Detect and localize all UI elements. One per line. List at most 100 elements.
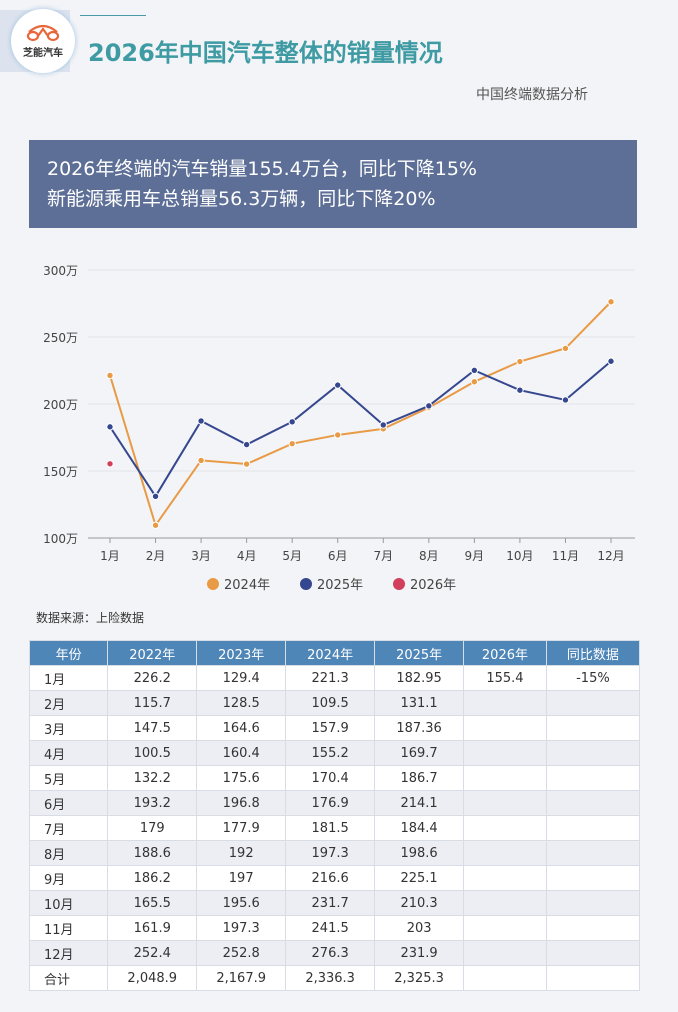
table-cell: 1月 [28, 665, 109, 691]
data-point [379, 421, 387, 429]
data-point [106, 423, 114, 431]
column-header: 2025年 [374, 640, 465, 666]
table-cell [545, 965, 641, 991]
table-cell: 231.9 [374, 940, 465, 966]
table-cell: 100.5 [107, 740, 198, 766]
table-cell: -15% [545, 665, 641, 691]
table-cell: 2,167.9 [196, 965, 287, 991]
table-cell: 131.1 [374, 690, 465, 716]
x-tick-label: 12月 [597, 549, 624, 563]
table-cell: 128.5 [196, 690, 287, 716]
table-cell: 11月 [28, 915, 109, 941]
page-subtitle: 中国终端数据分析 [476, 87, 588, 103]
table-cell: 276.3 [285, 940, 376, 966]
x-tick-label: 3月 [191, 549, 211, 563]
table-header-row: 年份 2022年 2023年 2024年 2025年 2026年 同比数据 [28, 640, 641, 666]
column-header: 同比数据 [545, 640, 641, 666]
x-tick-label: 9月 [465, 549, 485, 563]
column-header: 年份 [28, 640, 109, 666]
table-cell: 221.3 [285, 665, 376, 691]
data-point [151, 492, 160, 501]
table-cell: 241.5 [285, 915, 376, 941]
data-point [106, 460, 114, 468]
table-cell: 合计 [28, 965, 109, 991]
table-cell: 161.9 [107, 915, 198, 941]
table-cell [463, 715, 547, 741]
table-cell: 252.8 [196, 940, 287, 966]
table-cell: 195.6 [196, 890, 287, 916]
data-point [288, 418, 296, 426]
sales-line-chart: 100万 150万 200万 250万 300万 1月 2月 3月 4月 5月 6月 7月 8月 9月 10… [43, 264, 635, 593]
x-tick-label: 10月 [506, 549, 533, 563]
table-cell [545, 690, 641, 716]
table-cell: 6月 [28, 790, 109, 816]
data-point [242, 440, 251, 449]
column-header: 2026年 [463, 640, 547, 666]
table-cell: 157.9 [285, 715, 376, 741]
data-point [561, 344, 570, 353]
table-cell: 165.5 [107, 890, 198, 916]
table-cell: 182.95 [374, 665, 465, 691]
table-cell: 181.5 [285, 815, 376, 841]
table-cell: 203 [374, 915, 465, 941]
x-tick-label: 1月 [100, 549, 120, 563]
table-row: 12月 252.4 252.8 276.3 231.9 [28, 940, 641, 966]
table-cell: 193.2 [107, 790, 198, 816]
x-tick-label: 5月 [282, 549, 302, 563]
table-cell: 177.9 [196, 815, 287, 841]
column-header: 2024年 [285, 640, 376, 666]
table-row: 合计 2,048.9 2,167.9 2,336.3 2,325.3 [28, 965, 641, 991]
table-cell: 109.5 [285, 690, 376, 716]
data-point [470, 378, 479, 386]
table-row: 6月 193.2 196.8 176.9 214.1 [28, 790, 641, 816]
data-point [607, 298, 615, 306]
column-header: 2022年 [107, 640, 198, 666]
table-row: 1月 226.2 129.4 221.3 182.95 155.4 -15% [28, 665, 641, 691]
data-point [151, 521, 160, 529]
table-cell: 186.7 [374, 765, 465, 791]
table-cell: 196.8 [196, 790, 287, 816]
page-title: 2026年中国汽车整体的销量情况 [88, 39, 443, 67]
data-point [334, 431, 342, 439]
table-cell: 164.6 [196, 715, 287, 741]
data-point [470, 366, 479, 375]
table-cell [463, 865, 547, 891]
table-cell: 7月 [28, 815, 109, 841]
table-cell: 2,336.3 [285, 965, 376, 991]
table-cell [545, 715, 641, 741]
table-cell [545, 940, 641, 966]
x-tick-label: 4月 [237, 549, 257, 563]
table-cell [545, 765, 641, 791]
data-point [106, 371, 114, 380]
data-point [197, 417, 205, 425]
legend-label: 2025年 [317, 578, 363, 593]
title-accent-line [80, 15, 146, 16]
table-row: 3月 147.5 164.6 157.9 187.36 [28, 715, 641, 741]
table-cell [545, 915, 641, 941]
summary-line-1: 2026年终端的汽车销量155.4万台，同比下降15% [47, 158, 477, 180]
table-cell: 186.2 [107, 865, 198, 891]
data-point [607, 357, 615, 365]
legend-marker [207, 578, 219, 590]
logo: 芝能汽车 [11, 9, 75, 73]
table-cell: 192 [196, 840, 287, 866]
table-cell: 147.5 [107, 715, 198, 741]
table-cell: 8月 [28, 840, 109, 866]
table-cell: 5月 [28, 765, 109, 791]
data-point [516, 386, 524, 394]
y-tick-label: 150万 [43, 465, 78, 479]
data-source: 数据来源：上险数据 [36, 611, 145, 625]
table-cell [463, 690, 547, 716]
y-tick-label: 100万 [43, 532, 78, 546]
data-point [516, 357, 524, 366]
table-cell [545, 890, 641, 916]
table-cell: 187.36 [374, 715, 465, 741]
table-cell [463, 790, 547, 816]
summary-line-2: 新能源乘用车总销量56.3万辆，同比下降20% [47, 188, 436, 210]
table-row: 2月 115.7 128.5 109.5 131.1 [28, 690, 641, 716]
table-row: 4月 100.5 160.4 155.2 169.7 [28, 740, 641, 766]
column-header: 2023年 [196, 640, 287, 666]
table-row: 11月 161.9 197.3 241.5 203 [28, 915, 641, 941]
car-logo-icon [26, 24, 60, 41]
data-point [425, 402, 433, 410]
